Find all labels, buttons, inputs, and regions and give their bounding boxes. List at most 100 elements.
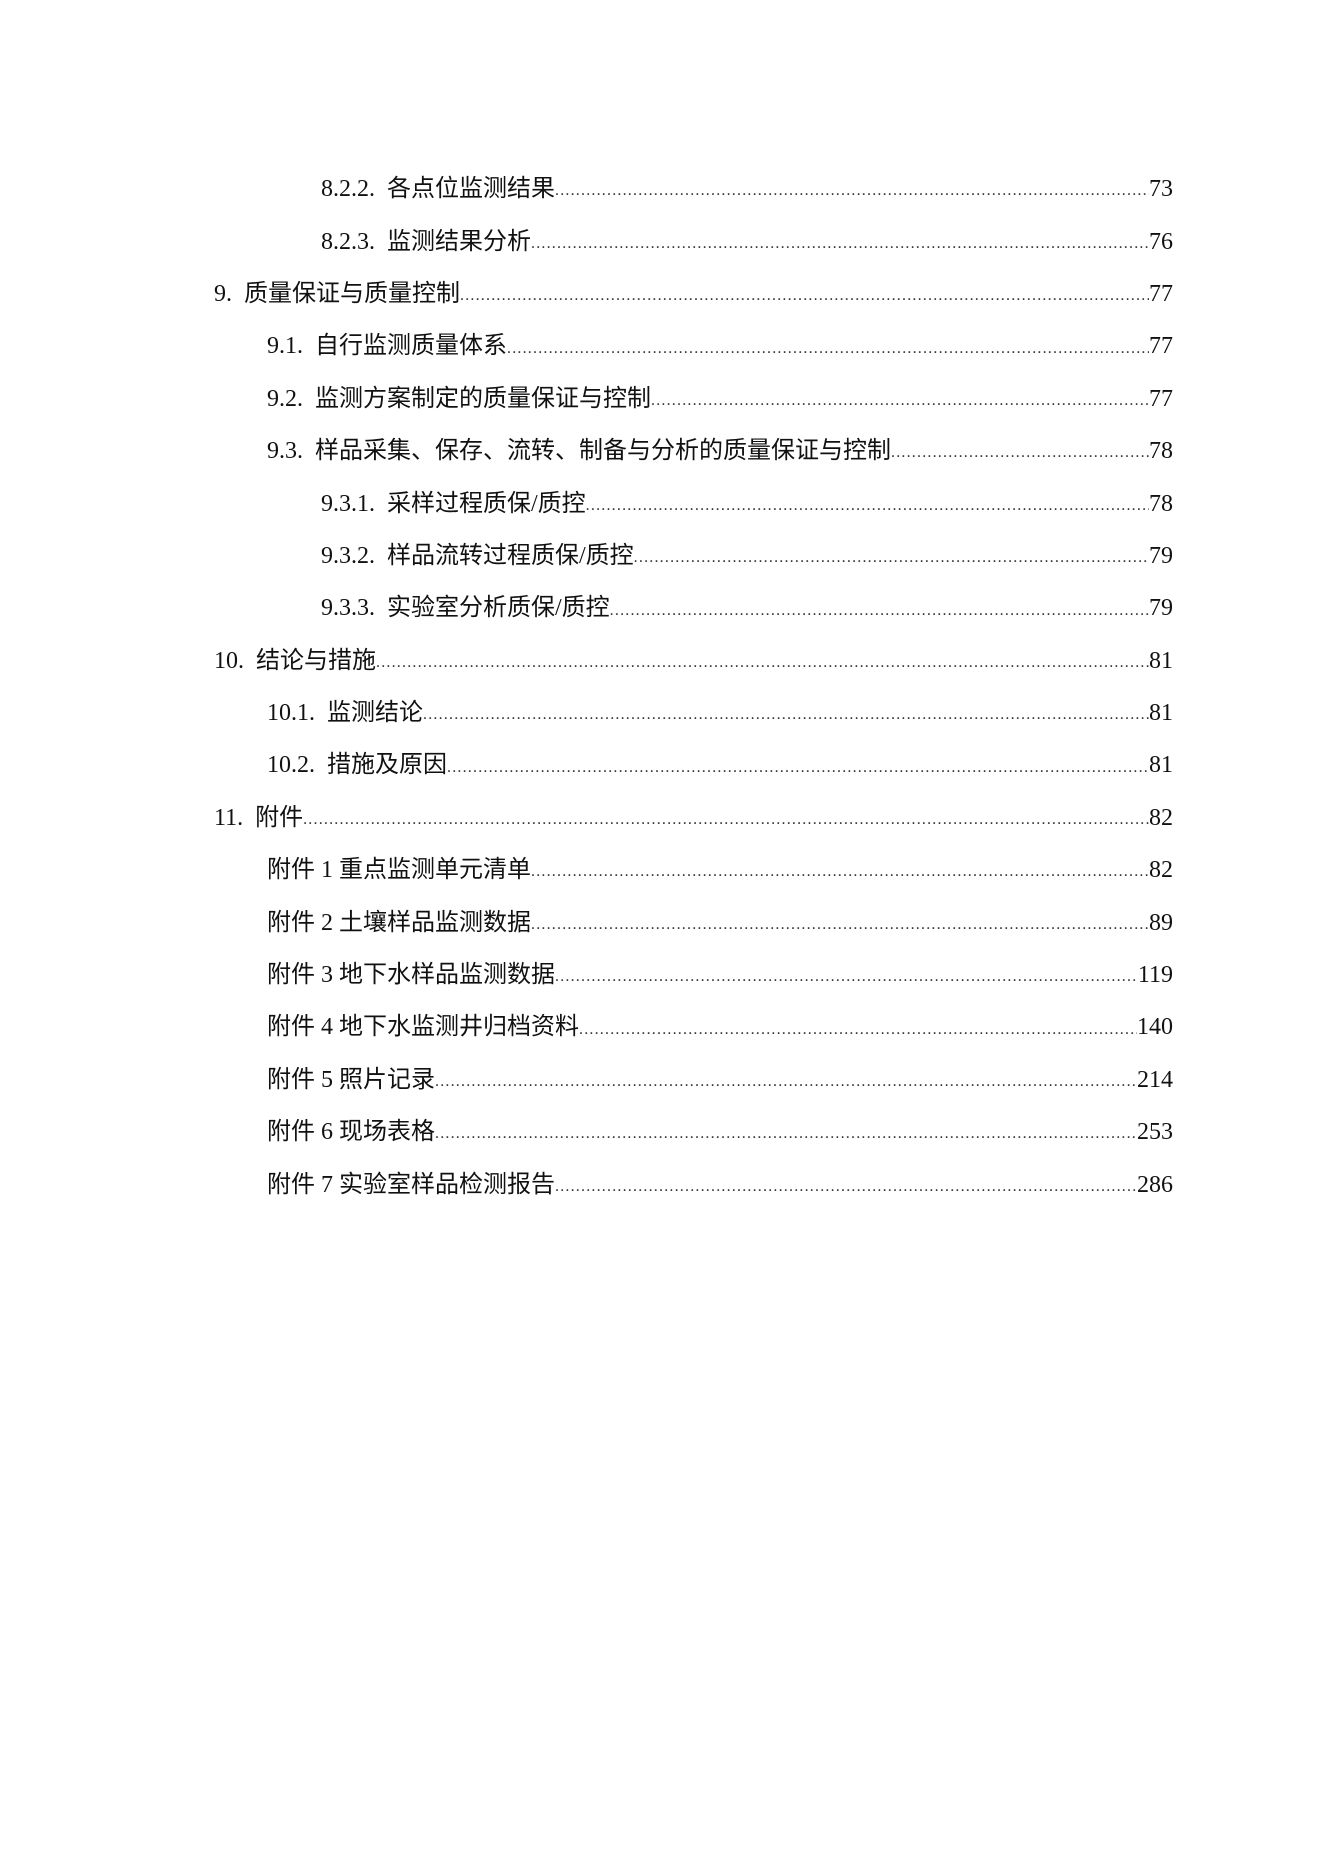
toc-entry[interactable]: 10.1. 监测结论 81 [0,687,1323,739]
toc-entry-title: 实验室分析质保/质控 [387,595,610,622]
toc-entry-title: 自行监测质量体系 [315,333,507,360]
toc-entry[interactable]: 附件 2 土壤样品监测数据 89 [0,896,1323,948]
toc-entry-page: 286 [1137,1171,1173,1198]
toc-entry-page: 119 [1137,962,1173,989]
toc-entry-title: 样品流转过程质保/质控 [387,542,634,569]
toc-entry-gap [375,163,387,215]
toc-entry-title: 结论与措施 [256,647,376,674]
toc-entry-gap [375,478,387,530]
toc-entry-number: 附件 3 [267,962,333,989]
toc-entry[interactable]: 附件 5 照片记录 214 [0,1054,1323,1106]
toc-entry-number: 9.3.3. [321,595,375,622]
toc-entry-title: 重点监测单元清单 [339,857,531,884]
toc-entry-page: 78 [1149,490,1173,517]
toc-entry[interactable]: 附件 3 地下水样品监测数据 119 [0,949,1323,1001]
dot-leader [579,1019,1137,1041]
toc-entry[interactable]: 附件 1 重点监测单元清单 82 [0,844,1323,896]
toc-entry-number: 9.1. [267,333,303,360]
dot-leader [610,600,1149,622]
toc-entry-title: 监测方案制定的质量保证与控制 [315,385,651,412]
toc-entry-number: 10.2. [267,752,315,779]
dot-leader [460,285,1149,307]
toc-entry-number: 10. [214,647,244,674]
toc-entry-title: 地下水监测井归档资料 [339,1014,579,1041]
toc-entry[interactable]: 附件 6 现场表格 253 [0,1106,1323,1158]
toc-entry-gap [243,792,255,844]
toc-entry[interactable]: 9.2. 监测方案制定的质量保证与控制 77 [0,373,1323,425]
toc-entry-gap [244,635,256,687]
toc-entry-gap [303,425,315,477]
toc-entry-page: 77 [1149,280,1173,307]
toc-entry-page: 77 [1149,333,1173,360]
toc-entry-gap [315,739,327,791]
toc-entry[interactable]: 8.2.3. 监测结果分析 76 [0,215,1323,267]
dot-leader [435,1123,1137,1145]
dot-leader [531,914,1149,936]
toc-entry-page: 77 [1149,385,1173,412]
dot-leader [531,233,1149,255]
toc-entry-page: 214 [1137,1066,1173,1093]
toc-entry[interactable]: 11. 附件 82 [0,792,1323,844]
toc-entry-title: 采样过程质保/质控 [387,490,586,517]
toc-entry-gap [375,582,387,634]
toc-entry-title: 附件 [255,804,304,831]
toc-entry-title: 监测结果分析 [387,228,531,255]
dot-leader [651,390,1149,412]
toc-entry-page: 76 [1149,228,1173,255]
toc-entry-number: 9.3.1. [321,490,375,517]
toc-entry-page: 89 [1149,909,1173,936]
toc-entry-number: 附件 4 [267,1014,333,1041]
toc-entry[interactable]: 附件 7 实验室样品检测报告 286 [0,1158,1323,1210]
toc-entry-page: 82 [1149,857,1173,884]
toc-entry[interactable]: 9. 质量保证与质量控制 77 [0,268,1323,320]
dot-leader [376,652,1149,674]
dot-leader [423,704,1149,726]
toc-entry-page: 81 [1149,752,1173,779]
toc-entry-page: 253 [1137,1119,1173,1146]
toc-entry[interactable]: 10. 结论与措施 81 [0,635,1323,687]
toc-entry[interactable]: 9.3.1. 采样过程质保/质控 78 [0,477,1323,529]
toc-entry-number: 附件 6 [267,1119,333,1146]
toc-entry-number: 附件 1 [267,857,333,884]
toc-entry-number: 附件 2 [267,909,333,936]
toc-entry-number: 9. [214,280,232,307]
dot-leader [447,757,1149,779]
dot-leader [303,809,1149,831]
toc-entry-page: 78 [1149,438,1173,465]
toc-entry-number: 11. [214,804,244,831]
toc-entry-gap [375,530,387,582]
toc-entry-page: 79 [1149,542,1173,569]
dot-leader [634,547,1149,569]
table-of-contents: 8.2.2. 各点位监测结果 73 8.2.3. 监测结果分析 76 9. 质量保证与质… [0,163,1323,1211]
toc-entry-title: 措施及原因 [327,752,447,779]
toc-entry-page: 82 [1149,804,1173,831]
dot-leader [555,180,1149,202]
toc-entry-page: 81 [1149,647,1173,674]
toc-entry-page: 140 [1137,1014,1173,1041]
toc-entry-number: 10.1. [267,700,315,727]
toc-entry[interactable]: 8.2.2. 各点位监测结果 73 [0,163,1323,215]
toc-entry-title: 监测结论 [327,700,423,727]
toc-entry-page: 79 [1149,595,1173,622]
dot-leader [555,966,1138,988]
toc-entry-title: 地下水样品监测数据 [339,962,555,989]
toc-entry-number: 8.2.3. [321,228,375,255]
toc-entry-title: 实验室样品检测报告 [339,1171,555,1198]
toc-entry[interactable]: 9.3.2. 样品流转过程质保/质控 79 [0,530,1323,582]
toc-entry-title: 质量保证与质量控制 [244,280,460,307]
toc-entry-number: 8.2.2. [321,176,375,203]
toc-entry-number: 附件 5 [267,1066,333,1093]
dot-leader [891,442,1149,464]
toc-entry[interactable]: 附件 4 地下水监测井归档资料 140 [0,1001,1323,1053]
toc-entry-number: 附件 7 [267,1171,333,1198]
toc-entry[interactable]: 9.1. 自行监测质量体系 77 [0,320,1323,372]
dot-leader [586,495,1149,517]
toc-entry[interactable]: 10.2. 措施及原因 81 [0,739,1323,791]
dot-leader [531,861,1149,883]
toc-entry[interactable]: 9.3. 样品采集、保存、流转、制备与分析的质量保证与控制 78 [0,425,1323,477]
toc-entry[interactable]: 9.3.3. 实验室分析质保/质控 79 [0,582,1323,634]
toc-entry-title: 现场表格 [339,1119,435,1146]
toc-entry-title: 照片记录 [339,1066,435,1093]
toc-entry-number: 9.3. [267,438,303,465]
toc-entry-page: 73 [1149,176,1173,203]
